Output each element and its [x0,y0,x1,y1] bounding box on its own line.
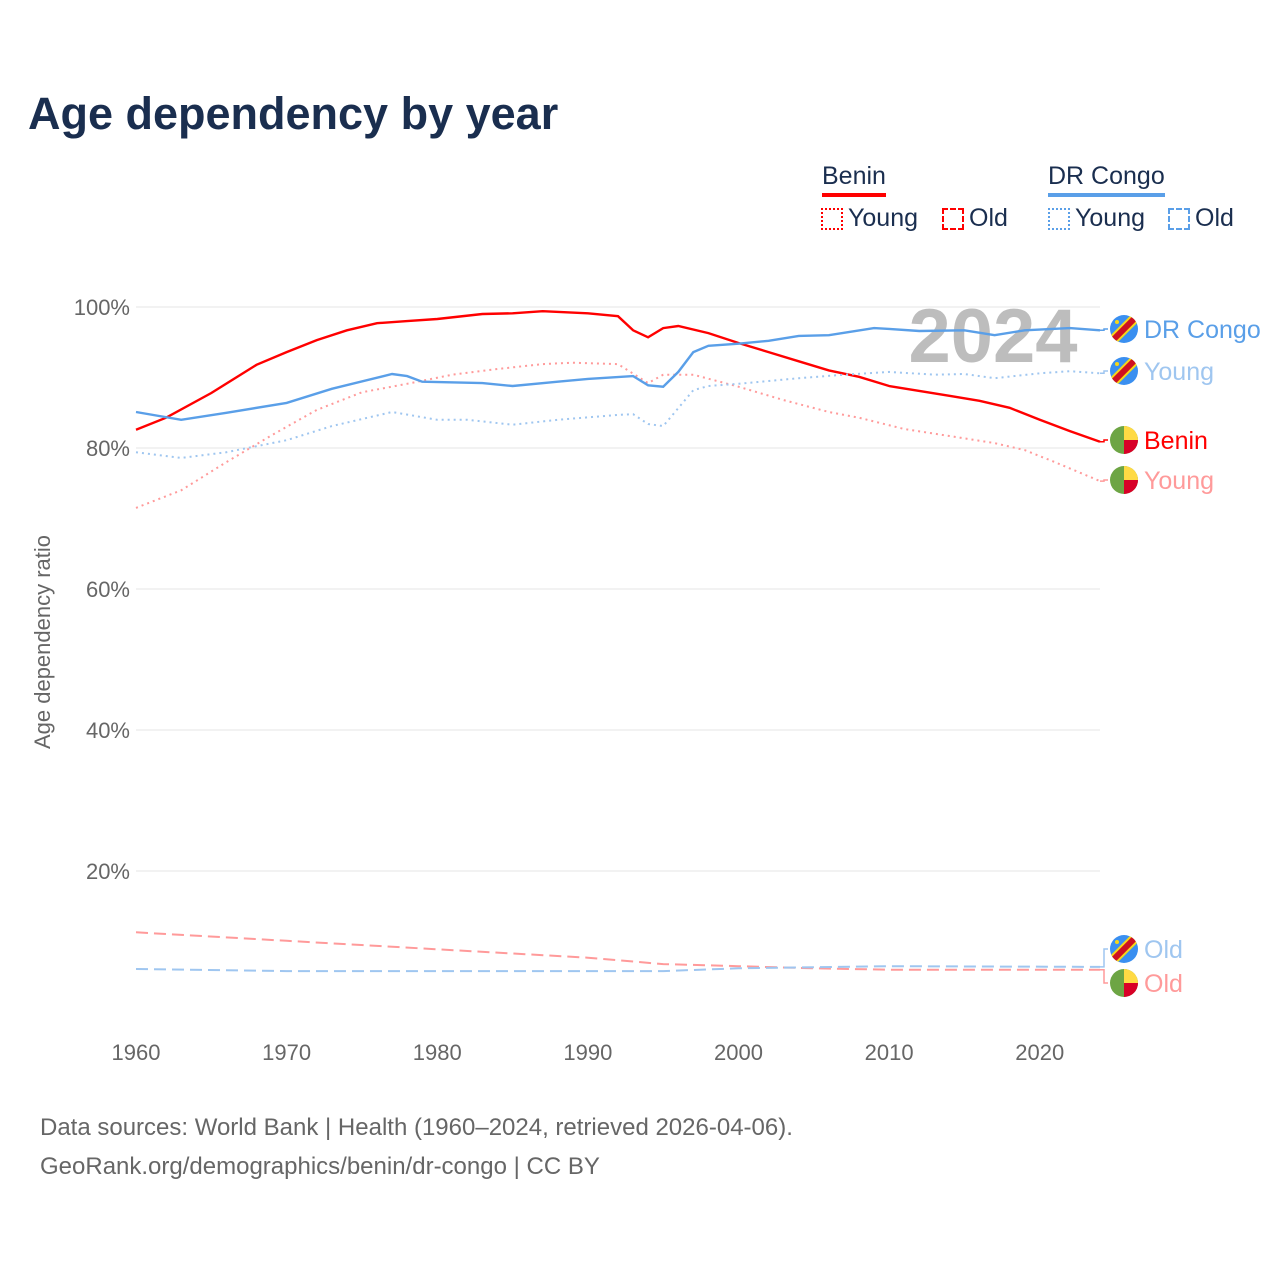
series-line-benin-old[interactable] [135,931,1100,971]
benin-flag-icon [1110,466,1138,494]
benin-flag-icon [1110,426,1138,454]
dr-congo-flag-icon [1110,357,1138,385]
x-tick-label: 1980 [413,1040,462,1065]
source-note: Data sources: World Bank | Health (1960–… [40,1108,793,1186]
legend-label: Young [848,204,918,232]
legend-benin-young[interactable]: Young [821,204,918,233]
label-connector [1100,968,1108,984]
chart-title: Age dependency by year [28,88,559,139]
legend-label: Young [1075,204,1145,232]
benin-flag-icon [1110,969,1138,997]
label-connector [1100,370,1108,375]
series-end-label: Benin [1144,427,1208,455]
series-end-label: Young [1144,467,1214,495]
legend-dr-congo[interactable]: DR Congo [1048,162,1165,197]
series-end-label: Old [1144,970,1183,998]
dashed-swatch-icon [1168,207,1190,230]
series-line-dr-congo-young[interactable] [135,370,1101,459]
series-end-label: DR Congo [1144,316,1261,344]
dashed-swatch-icon [942,207,964,230]
legend-drc-young[interactable]: Young [1048,204,1145,233]
dr-congo-flag-icon [1110,315,1138,343]
legend-label: Old [969,204,1008,232]
dotted-swatch-icon [1048,207,1070,230]
source-line: Data sources: World Bank | Health (1960–… [40,1114,793,1141]
series-line-benin[interactable] [135,309,1101,443]
x-tick-label: 1960 [112,1040,161,1065]
x-tick-label: 2000 [714,1040,763,1065]
series-end-label: Young [1144,358,1214,386]
year-watermark: 2024 [908,294,1077,379]
legend-label: Old [1195,204,1234,232]
label-connector [1100,948,1108,968]
y-tick-label: 60% [86,577,130,602]
x-tick-label: 1970 [262,1040,311,1065]
dotted-swatch-icon [821,207,843,230]
x-tick-label: 2010 [865,1040,914,1065]
legend-benin[interactable]: Benin [822,162,886,197]
legend-benin-old[interactable]: Old [942,204,1008,233]
dr-congo-flag-icon [1110,935,1138,963]
x-tick-label: 2020 [1015,1040,1064,1065]
label-connector [1100,479,1108,482]
y-tick-label: 80% [86,436,130,461]
y-tick-label: 20% [86,859,130,884]
series-line-dr-congo[interactable] [135,326,1101,422]
series-end-label: Old [1144,936,1183,964]
y-tick-label: 40% [86,718,130,743]
y-tick-label: 100% [74,295,130,320]
series-line-benin-young[interactable] [135,361,1101,509]
legend-drc-old[interactable]: Old [1168,204,1234,233]
label-connector [1100,328,1108,332]
source-link[interactable]: GeoRank.org/demographics/benin/dr-congo … [40,1153,600,1180]
series-line-dr-congo-old[interactable] [135,965,1101,973]
x-tick-label: 1990 [563,1040,612,1065]
label-connector [1100,439,1108,443]
y-axis-label: Age dependency ratio [30,535,55,749]
